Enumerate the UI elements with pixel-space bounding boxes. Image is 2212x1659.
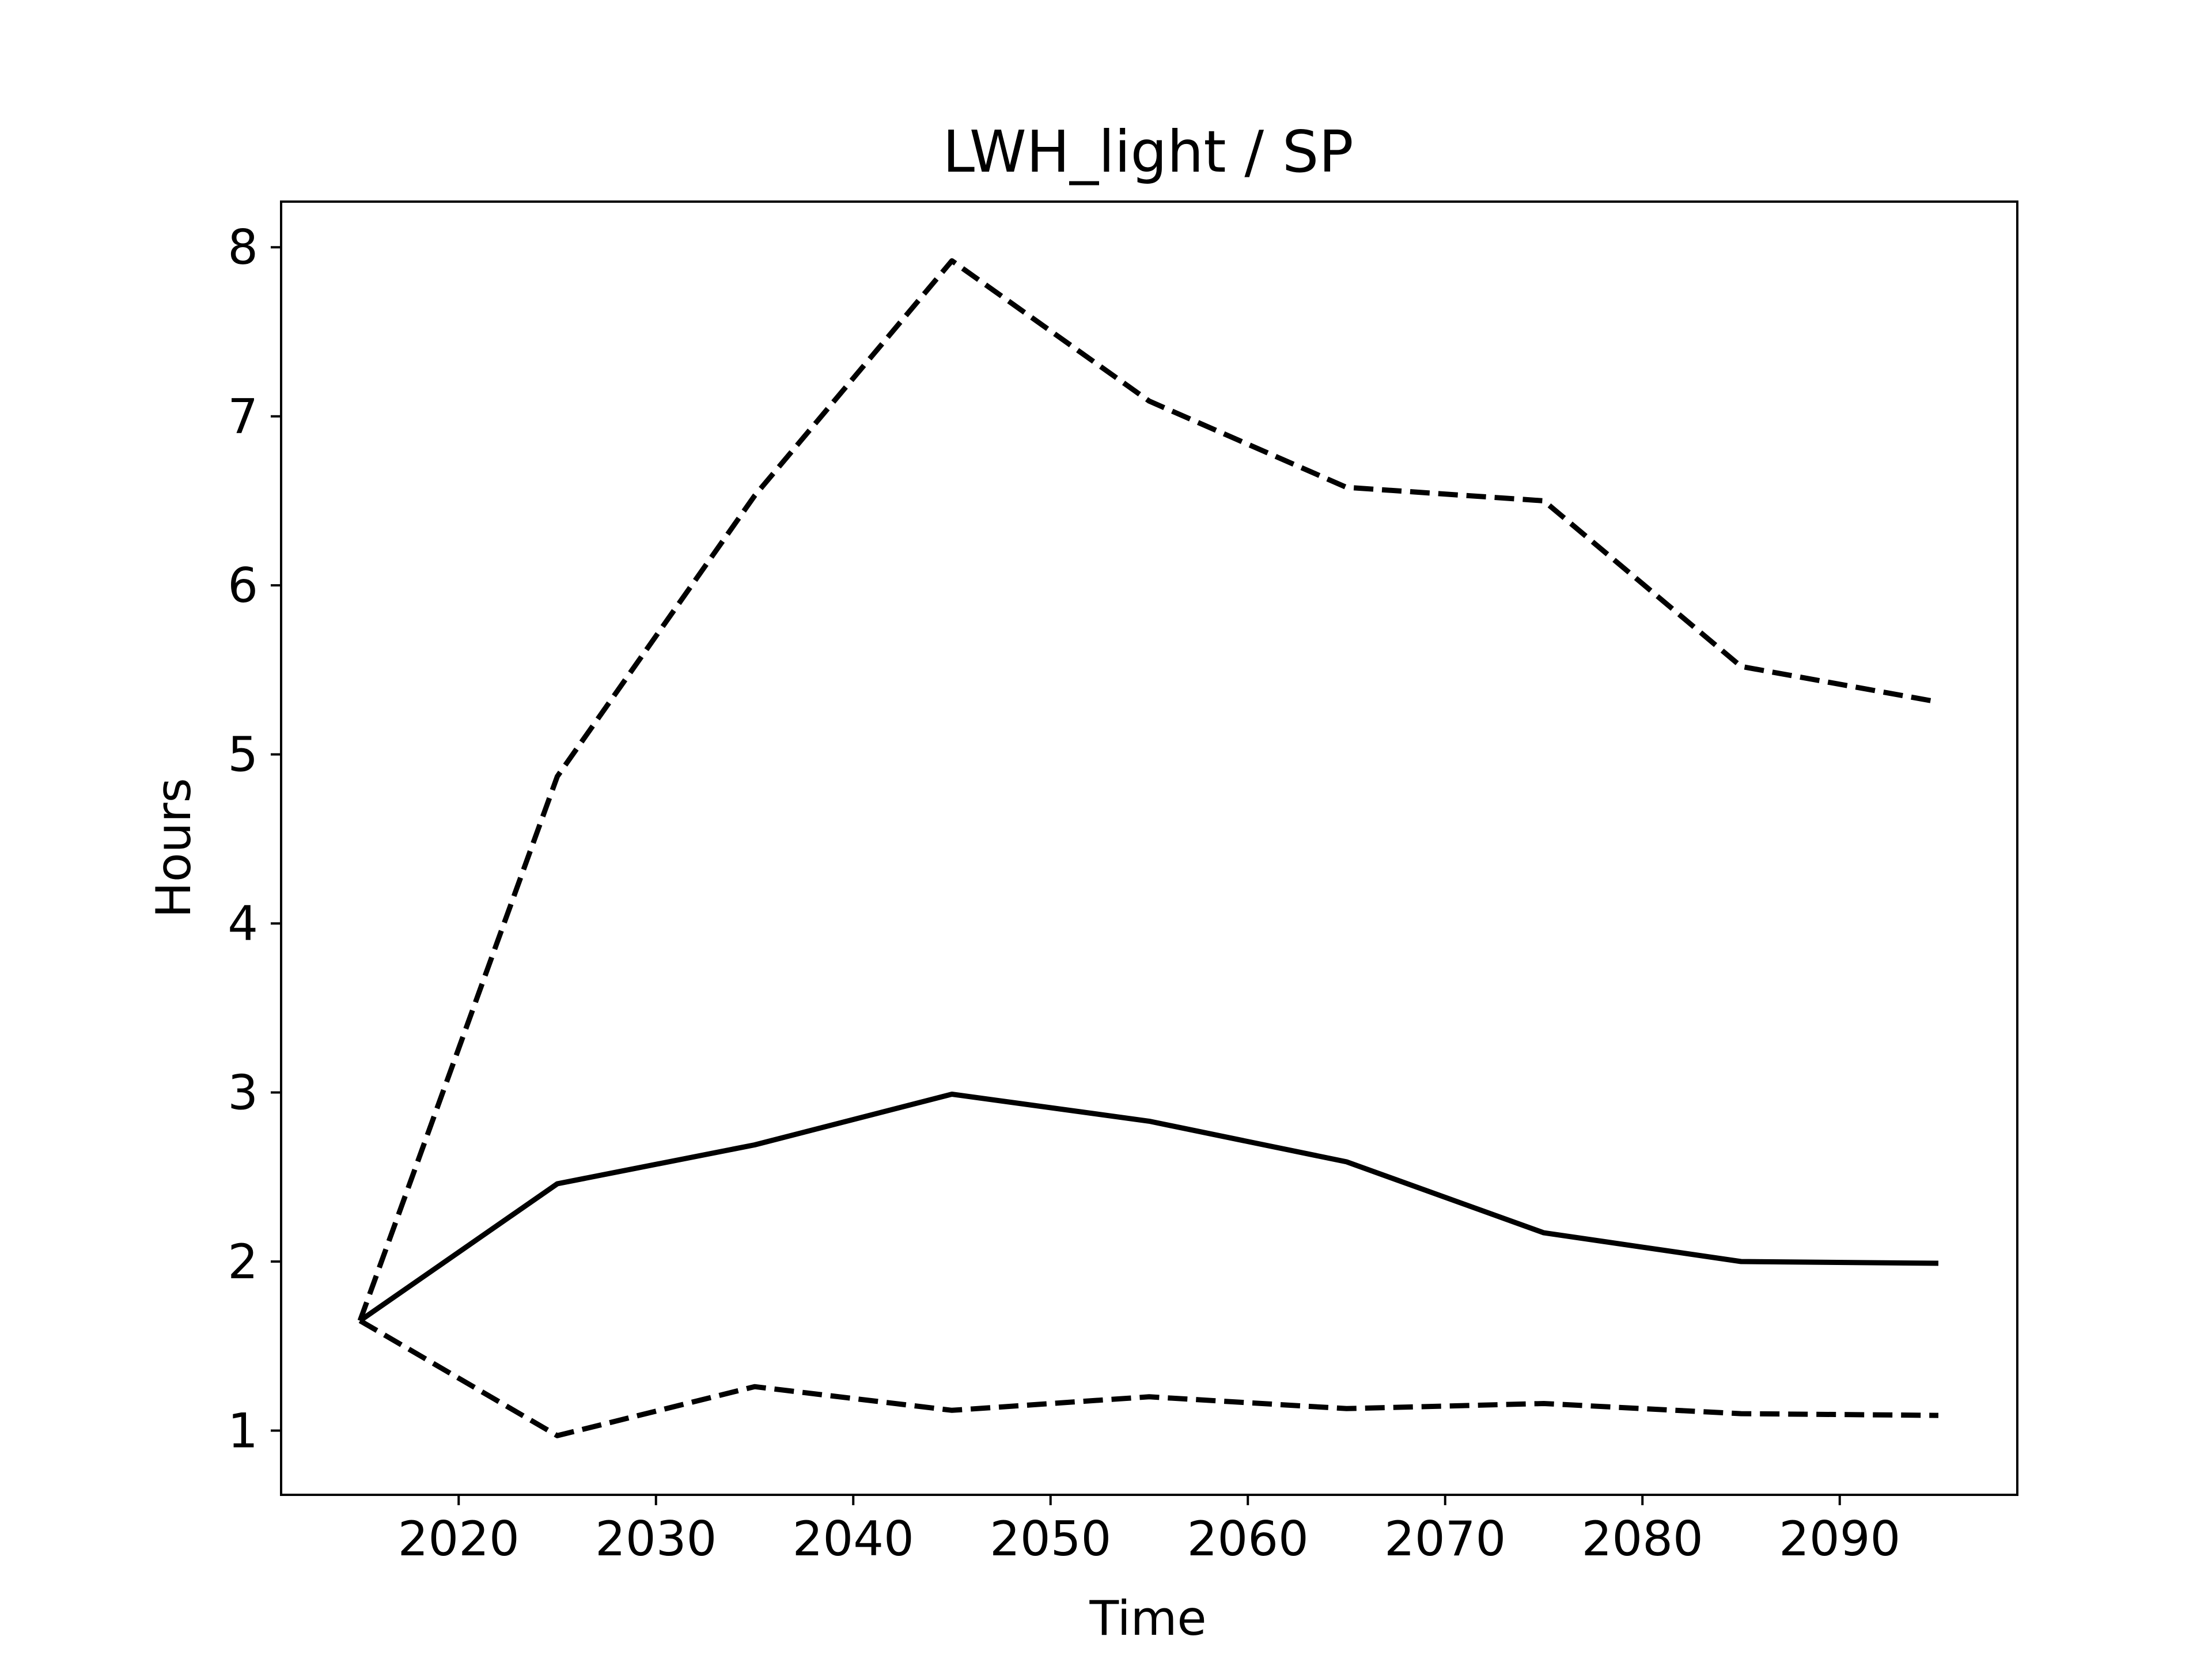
x-tick-label: 2030 — [595, 1511, 717, 1567]
chart-title: LWH_light / SP — [942, 118, 1353, 185]
lower-bound-series-line — [358, 1318, 1939, 1438]
y-tick-label: 6 — [228, 558, 258, 613]
y-tick-label: 3 — [228, 1065, 258, 1121]
y-axis-title: Hours — [146, 778, 202, 918]
central-series-line — [358, 1092, 1939, 1323]
x-axis-title: Time — [1089, 1590, 1206, 1646]
x-tick-label: 2050 — [990, 1511, 1111, 1567]
x-tick-label: 2040 — [793, 1511, 914, 1567]
y-tick-label: 4 — [228, 896, 258, 952]
series-layer — [357, 258, 1939, 1438]
x-tick-label: 2070 — [1384, 1511, 1506, 1567]
x-tick-label: 2090 — [1779, 1511, 1900, 1567]
x-tick-label: 2080 — [1582, 1511, 1703, 1567]
tick-layer: 2020 2030 2040 2050 2060 2070 2080 2090 1 2 3 4 5 6 7 8 — [228, 219, 1900, 1567]
x-tick-label: 2060 — [1187, 1511, 1309, 1567]
x-tick-label: 2020 — [398, 1511, 520, 1567]
plot-area-frame — [280, 200, 2018, 1496]
y-tick-label: 5 — [228, 727, 258, 783]
upper-bound-series-line — [357, 258, 1939, 1322]
y-tick-label: 7 — [228, 389, 258, 445]
y-tick-label: 8 — [228, 219, 258, 275]
y-tick-label: 1 — [228, 1403, 258, 1459]
y-tick-label: 2 — [228, 1234, 258, 1290]
